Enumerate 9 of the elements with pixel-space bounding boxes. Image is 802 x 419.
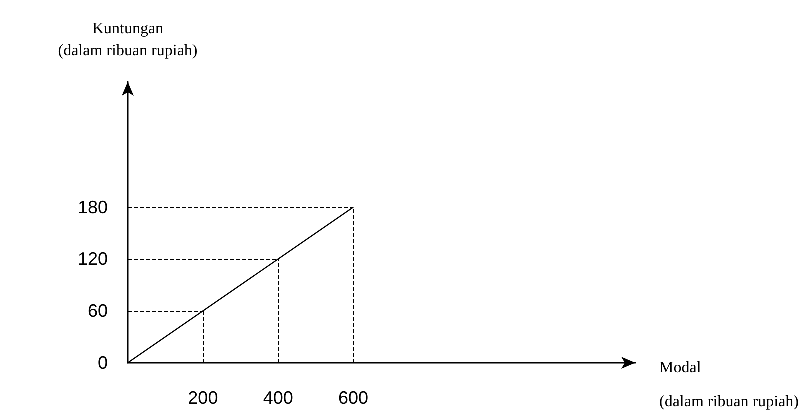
y-tick-label: 120 [78,249,108,270]
x-tick-label: 600 [338,388,369,408]
x-tick-label: 400 [263,388,294,408]
y-tick-label: 0 [98,353,108,373]
y-axis-title: Kuntungan (dalam ribuan rupiah) [58,20,198,60]
y-tick-label: 180 [78,197,108,218]
y-tick-label: 60 [88,301,108,322]
x-axis-title: Modal (dalam ribuan rupiah) [660,360,799,410]
x-tick-label: 200 [188,388,218,408]
